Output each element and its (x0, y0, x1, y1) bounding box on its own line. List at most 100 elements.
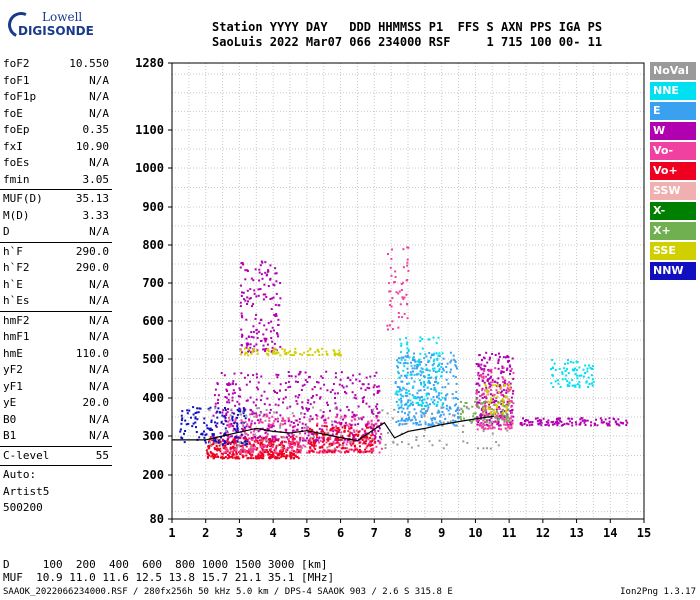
echo-point (261, 427, 264, 430)
echo-point (235, 451, 238, 454)
echo-point (519, 422, 522, 424)
echo-point (426, 386, 429, 389)
echo-point (392, 441, 395, 444)
echo-point (456, 412, 459, 415)
echo-point (364, 438, 367, 441)
echo-point (498, 352, 500, 355)
echo-point (315, 394, 318, 397)
echo-point (419, 352, 422, 355)
echo-point (321, 424, 324, 427)
echo-point (534, 417, 537, 420)
echo-point (328, 449, 331, 452)
echo-point (311, 354, 314, 356)
echo-point (554, 380, 557, 383)
echo-point (297, 445, 300, 448)
echo-point (364, 432, 367, 435)
y-tick-label: 1100 (135, 123, 164, 137)
echo-point (406, 362, 409, 365)
echo-point (297, 423, 299, 426)
echo-point (490, 408, 493, 411)
echo-point (458, 409, 461, 412)
echo-point (342, 386, 345, 389)
echo-point (360, 418, 363, 421)
echo-point (239, 301, 242, 304)
echo-point (398, 290, 401, 293)
echo-point (481, 379, 484, 382)
echo-point (404, 394, 407, 397)
echo-point (398, 398, 401, 401)
echo-point (265, 436, 268, 439)
echo-point (489, 356, 491, 359)
echo-point (584, 364, 587, 367)
echo-point (255, 343, 258, 346)
echo-point (482, 412, 485, 415)
echo-point (558, 367, 561, 370)
echo-point (368, 405, 371, 408)
echo-point (256, 447, 259, 450)
echo-point (216, 441, 219, 444)
echo-point (216, 449, 219, 452)
echo-point (460, 407, 463, 410)
echo-point (236, 422, 239, 425)
echo-point (229, 447, 232, 450)
echo-point (321, 446, 324, 449)
echo-point (301, 426, 304, 429)
echo-point (351, 382, 354, 385)
echo-point (506, 414, 509, 417)
echo-point (305, 425, 308, 428)
echo-point (481, 368, 484, 371)
echo-point (329, 429, 332, 432)
echo-point (266, 273, 269, 276)
echo-point (236, 423, 239, 426)
echo-point (497, 358, 500, 361)
echo-point (196, 418, 199, 421)
echo-point (495, 408, 498, 411)
echo-point (484, 384, 487, 387)
echo-point (454, 409, 457, 412)
echo-point (286, 446, 289, 449)
echo-point (258, 420, 261, 423)
echo-point (486, 379, 489, 382)
echo-point (313, 386, 316, 388)
echo-point (582, 375, 585, 378)
echo-point (273, 329, 275, 332)
echo-point (247, 343, 250, 346)
echo-point (421, 371, 424, 373)
echo-point (216, 438, 219, 441)
echo-point (415, 436, 418, 439)
echo-point (365, 402, 368, 405)
echo-point (377, 439, 380, 442)
echo-point (296, 428, 299, 431)
echo-point (491, 379, 494, 382)
echo-point (229, 425, 232, 428)
echo-point (266, 349, 269, 351)
echo-point (252, 449, 255, 452)
echo-point (280, 449, 283, 452)
echo-point (262, 293, 265, 296)
echo-point (243, 347, 246, 350)
echo-point (490, 399, 493, 402)
echo-point (483, 401, 485, 404)
echo-point (581, 419, 584, 422)
echo-point (204, 434, 207, 436)
echo-point (264, 419, 267, 422)
echo-point (252, 325, 255, 328)
echo-point (500, 400, 503, 403)
echo-point (494, 413, 497, 416)
echo-point (360, 417, 363, 420)
echo-point (626, 421, 629, 424)
echo-point (427, 424, 430, 427)
echo-point (231, 435, 233, 438)
echo-point (486, 361, 489, 364)
echo-point (289, 455, 292, 458)
echo-point (399, 361, 402, 364)
echo-point (445, 394, 447, 397)
echo-point (341, 439, 344, 441)
echo-point (284, 382, 287, 385)
echo-point (347, 376, 350, 379)
echo-point (231, 450, 234, 453)
echo-point (352, 433, 354, 436)
echo-point (362, 451, 365, 454)
echo-point (548, 424, 550, 427)
echo-point (266, 444, 269, 447)
